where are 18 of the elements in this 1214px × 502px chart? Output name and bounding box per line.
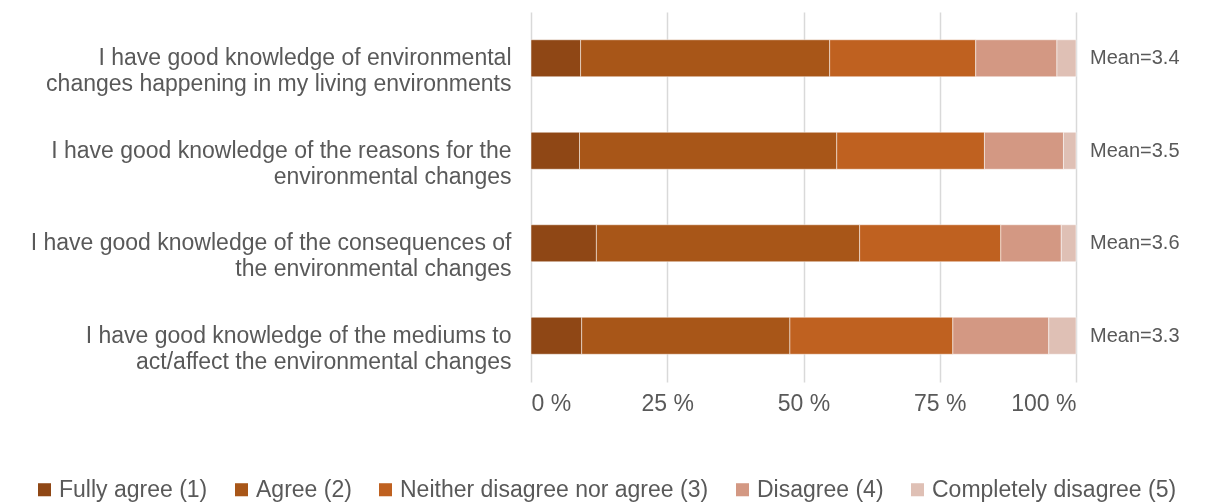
x-tick-label: 100 %: [1011, 389, 1077, 416]
x-tick-label: 0 %: [531, 389, 572, 416]
legend-label: Completely disagree (5): [932, 475, 1177, 502]
text: Mean=3.3: [1090, 323, 1180, 346]
x-tick-label: 50 %: [777, 389, 831, 416]
x-tick-label: 25 %: [641, 389, 694, 416]
y-tick-label: I have good knowledge of the mediums to act/affect the environmental changes: [85, 321, 512, 374]
legend-label: Agree (2): [256, 475, 352, 502]
text: Mean=3.4: [1090, 46, 1180, 69]
y-tick-label: I have good knowledge of environmental changes happening in my living environments: [46, 44, 512, 97]
legend-label: Disagree (4): [757, 475, 884, 502]
text: Mean=3.5: [1090, 138, 1180, 161]
legend-label: Fully agree (1): [59, 475, 208, 502]
x-tick-label: 75 %: [914, 389, 967, 416]
legend-label: Neither disagree nor agree (3): [400, 475, 709, 502]
y-tick-label: I have good knowledge of the reasons for the environmental changes: [51, 136, 512, 189]
y-tick-label: I have good knowledge of the consequences of the environmental changes: [30, 229, 513, 282]
text: Mean=3.6: [1090, 231, 1180, 254]
